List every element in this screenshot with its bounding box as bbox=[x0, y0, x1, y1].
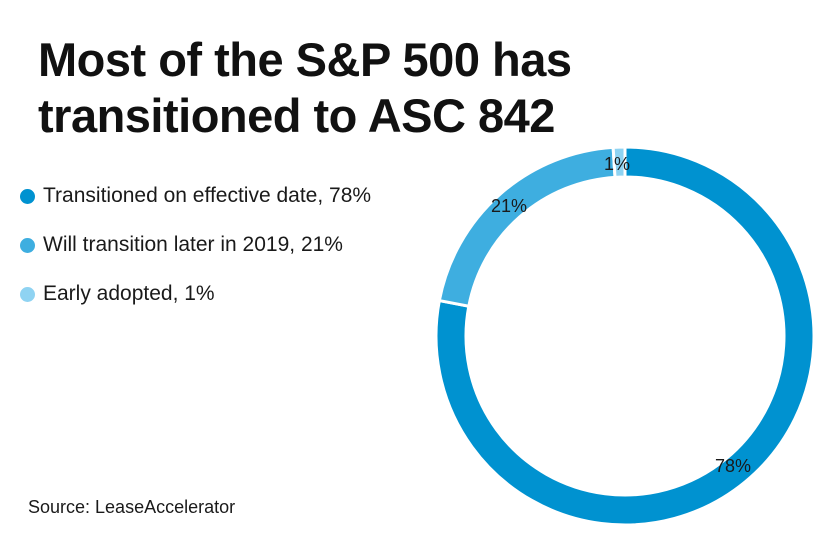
legend: Transitioned on effective date, 78% Will… bbox=[20, 182, 371, 329]
legend-label-later: Will transition later in 2019, 21% bbox=[43, 233, 343, 256]
chart-title: Most of the S&P 500 has transitioned to … bbox=[38, 33, 572, 142]
legend-swatch-later bbox=[20, 237, 35, 253]
data-label-early: 1% bbox=[604, 154, 630, 174]
legend-item-early: Early adopted, 1% bbox=[20, 280, 371, 308]
slice-transitioned bbox=[434, 145, 816, 527]
source-note: Source: LeaseAccelerator bbox=[28, 497, 236, 517]
legend-swatch-transitioned bbox=[20, 188, 35, 204]
legend-item-transitioned: Transitioned on effective date, 78% bbox=[20, 182, 371, 210]
data-label-transitioned: 78% bbox=[715, 456, 751, 476]
data-label-later: 21% bbox=[491, 196, 527, 216]
legend-item-later: Will transition later in 2019, 21% bbox=[20, 231, 371, 259]
slice-early bbox=[611, 145, 627, 179]
legend-label-transitioned: Transitioned on effective date, 78% bbox=[43, 184, 372, 207]
legend-swatch-early bbox=[20, 286, 35, 302]
legend-label-early: Early adopted, 1% bbox=[43, 282, 215, 305]
slice-later bbox=[437, 145, 617, 308]
